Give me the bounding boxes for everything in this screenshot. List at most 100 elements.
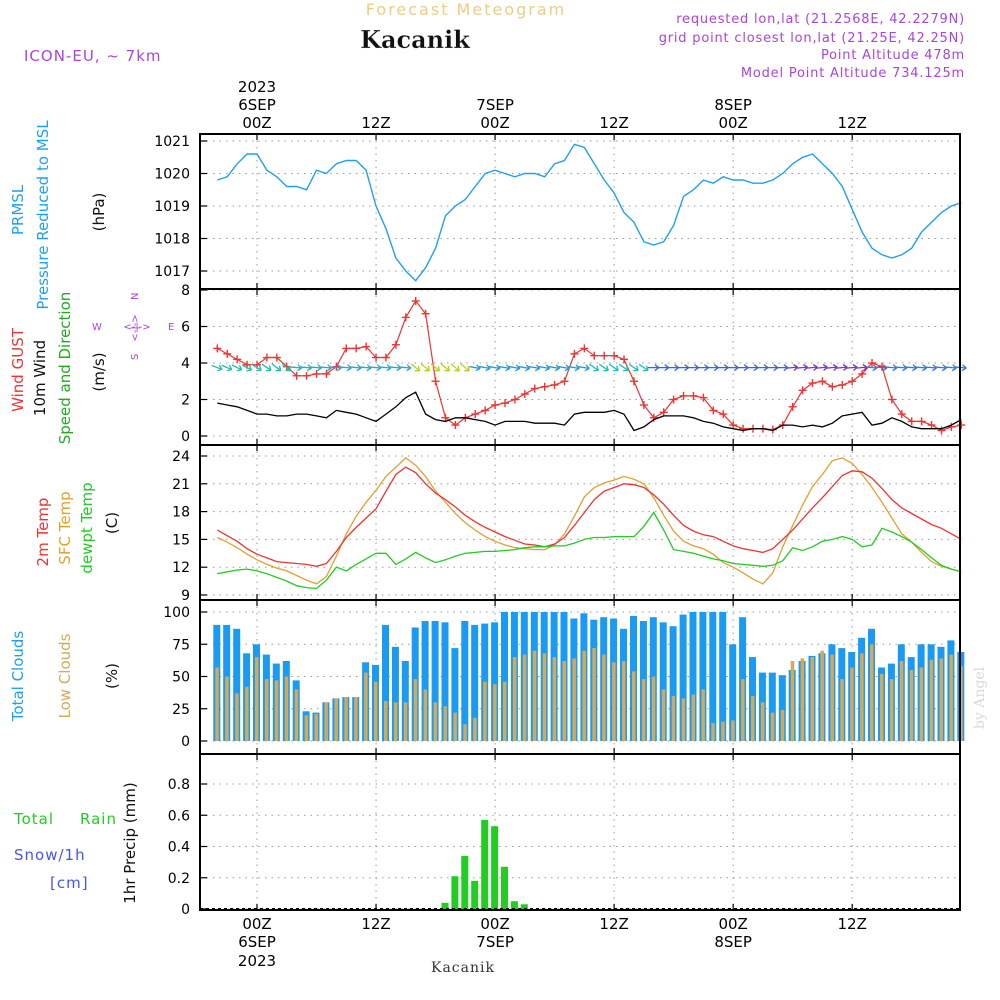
wind-direction-arrow <box>628 363 639 372</box>
y-tick-label: 0 <box>181 734 190 750</box>
wind-direction-arrow <box>340 364 352 372</box>
arrow-shaft <box>895 366 907 369</box>
wind-direction-arrow <box>737 364 749 372</box>
arrow-shaft <box>271 363 282 372</box>
low-cloud-bar <box>294 689 299 741</box>
low-cloud-bar <box>830 654 834 741</box>
arrow-head <box>246 365 253 372</box>
bottom-hour-label: 00Z <box>480 915 509 933</box>
snow-unit-label: [cm] <box>50 874 89 892</box>
top-date-label: 6SEP <box>238 96 276 114</box>
product-title: Forecast Meteogram <box>366 0 566 19</box>
wind-direction-arrow <box>489 364 501 372</box>
y-tick-label: 8 <box>181 283 190 299</box>
wind-direction-arrow <box>895 364 908 372</box>
rain-bar <box>510 901 518 909</box>
watermark: by Angel <box>972 666 988 729</box>
arrow-head <box>593 365 600 372</box>
low-cloud-bar <box>542 653 547 741</box>
low-cloud-bar <box>215 667 219 741</box>
wind-direction-arrow <box>935 364 947 372</box>
gust-marker <box>649 413 658 422</box>
arrow-shaft <box>915 366 927 369</box>
arrow-head <box>475 364 481 372</box>
wind-direction-arrow <box>498 364 511 372</box>
gust-marker <box>828 382 837 391</box>
total-cloud-bar <box>431 621 439 741</box>
gust-marker <box>530 384 539 393</box>
gust-marker <box>520 390 529 399</box>
wind-labels: Wind GUST 10m Wind Speed and Direction (… <box>9 292 174 445</box>
gust-marker <box>560 377 569 386</box>
y-tick-label: 100 <box>163 605 190 621</box>
arrow-shaft <box>589 363 599 372</box>
y-tick-label: 12 <box>172 560 190 576</box>
arrow-shaft <box>360 366 372 369</box>
gust-marker <box>372 353 381 362</box>
panel-frame <box>199 444 961 601</box>
gust-marker <box>848 377 857 386</box>
arrow-shaft <box>281 363 291 372</box>
low-cloud-bar <box>870 644 874 742</box>
wind-direction-arrow <box>905 364 918 372</box>
arrow-head <box>544 364 551 372</box>
model-label: ICON-EU, ~ 7km <box>24 47 162 65</box>
low-cloud-bar <box>384 701 388 741</box>
low-cloud-bar <box>284 676 289 741</box>
wind-direction-arrow <box>578 364 590 372</box>
wind-direction-arrow <box>776 364 789 372</box>
temp-labels: 2m Temp SFC Temp dewpt Temp (C) <box>34 482 121 573</box>
arrow-shaft <box>350 366 362 369</box>
rain-bar <box>491 826 499 909</box>
y-tick-label: 0.2 <box>168 871 190 887</box>
wind-direction-arrow <box>251 363 262 372</box>
gust-marker <box>312 369 321 378</box>
wind-direction-arrow <box>677 364 689 372</box>
gust-marker <box>510 395 519 404</box>
bottom-hour-label: 12Z <box>599 915 628 933</box>
gust-marker <box>659 408 668 417</box>
top-date-label: 7SEP <box>476 96 514 114</box>
y-tick-label: 0.4 <box>168 840 190 856</box>
wind-direction-arrow <box>618 363 629 372</box>
arrow-head <box>236 365 243 372</box>
low-cloud-bar <box>493 684 497 741</box>
low-cloud-bar <box>423 689 428 741</box>
wind-gust-label: Wind GUST <box>9 327 27 412</box>
arrow-shaft <box>935 366 947 369</box>
low-cloud-bar <box>899 661 904 741</box>
arrow-shaft <box>399 366 411 369</box>
total-cloud-bar <box>451 648 459 741</box>
wind-direction-arrow <box>786 363 799 371</box>
arrow-shaft <box>925 366 937 369</box>
arrow-shaft <box>608 363 619 372</box>
gust-marker <box>381 353 390 362</box>
wind-direction-arrow <box>450 363 460 372</box>
wind-direction-arrow <box>430 363 441 372</box>
arrow-head <box>584 364 590 372</box>
total-cloud-bar <box>491 622 499 741</box>
compass-n: N <box>130 293 141 300</box>
wind-direction-arrow <box>816 363 828 371</box>
gust-marker <box>471 410 480 419</box>
gust-marker <box>917 417 926 426</box>
low-cloud-bar <box>344 697 348 741</box>
low-cloud-bar <box>701 689 705 741</box>
wind-direction-arrow <box>806 363 818 371</box>
low-cloud-bar <box>731 720 735 741</box>
wind-direction-arrow <box>687 364 699 372</box>
low-cloud-bar <box>463 724 467 741</box>
total-cloud-bar <box>699 612 707 741</box>
low-cloud-bar <box>473 717 477 741</box>
low-cloud-bar <box>562 661 566 741</box>
arrow-shaft <box>479 365 491 370</box>
total-cloud-bar <box>659 622 667 741</box>
arrow-head <box>505 364 511 372</box>
arrow-shaft <box>528 365 540 370</box>
arrow-shaft <box>846 366 858 369</box>
low-cloud-bar <box>721 721 725 741</box>
low-cloud-bar <box>393 702 398 741</box>
arrow-shaft <box>460 363 470 372</box>
